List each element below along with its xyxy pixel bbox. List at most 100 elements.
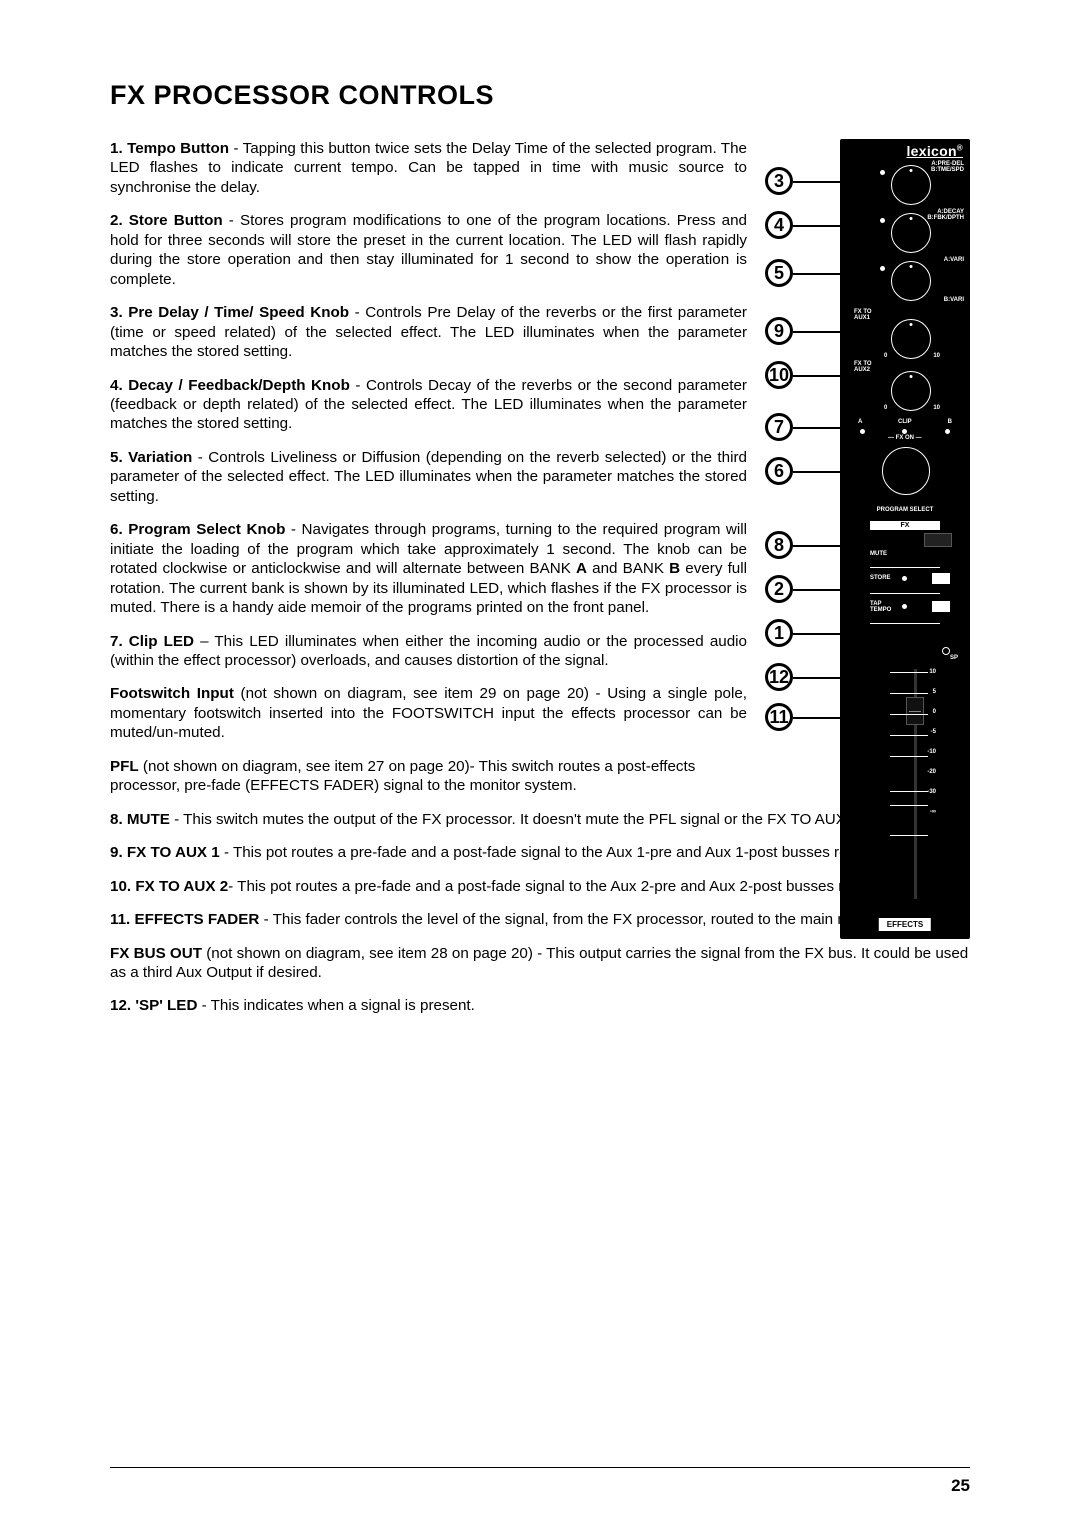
leader-9 — [793, 331, 851, 333]
knob-aux1 — [888, 319, 933, 359]
leader-2 — [793, 589, 851, 591]
led-1 — [880, 170, 885, 175]
body-9: (not shown on diagram, see item 27 on pa… — [110, 758, 695, 794]
body-14: (not shown on diagram, see item 28 on pa… — [110, 945, 968, 981]
led-b — [945, 429, 950, 434]
callout-2: 2 — [765, 575, 793, 603]
label-a: A — [858, 419, 862, 425]
tap-led — [902, 604, 907, 609]
sl — [890, 672, 928, 673]
lead-5: 5. Variation — [110, 449, 192, 466]
led-3 — [880, 266, 885, 271]
callout-7: 7 — [765, 413, 793, 441]
lead-12: 10. FX TO AUX 2 — [110, 878, 228, 895]
lead-1: 1. Tempo Button — [110, 140, 229, 157]
knob-icon — [882, 447, 930, 495]
para-1: 1. Tempo Button - Tapping this button tw… — [110, 139, 747, 197]
knob-label-3b: B:VARI — [944, 297, 964, 303]
store-led — [902, 576, 907, 581]
callout-10: 10 — [765, 361, 793, 389]
lead-10: 8. MUTE — [110, 811, 170, 828]
knob-variation — [888, 261, 933, 301]
para-4: 4. Decay / Feedback/Depth Knob - Control… — [110, 376, 747, 434]
sp-led — [942, 647, 950, 655]
leader-10 — [793, 375, 847, 377]
leader-11 — [793, 717, 851, 719]
callout-3: 3 — [765, 167, 793, 195]
scale-n5: -5 — [927, 729, 936, 735]
fader-scale: 10 5 0 -5 -10 -20 -30 -∞ — [927, 669, 936, 815]
leader-7 — [793, 427, 851, 429]
store-button — [932, 573, 950, 584]
knob-icon — [891, 165, 931, 205]
lead-9: PFL — [110, 758, 139, 775]
callout-1: 1 — [765, 619, 793, 647]
knob-label-2: A:DECAY B:FBK/DPTH — [927, 209, 964, 221]
lead-3: 3. Pre Delay / Time/ Speed Knob — [110, 304, 349, 321]
label-fxon: — FX ON — — [888, 435, 922, 441]
callout-9: 9 — [765, 317, 793, 345]
lead-14: FX BUS OUT — [110, 945, 202, 962]
text-column: 1. Tempo Button - Tapping this button tw… — [110, 139, 747, 810]
divider-1 — [870, 567, 940, 568]
leader-3 — [793, 181, 851, 183]
scale-0: 0 — [927, 709, 936, 715]
scale-n10: -10 — [927, 749, 936, 755]
body-15: - This indicates when a signal is presen… — [197, 997, 474, 1014]
para-14: FX BUS OUT (not shown on diagram, see it… — [110, 944, 970, 983]
sl — [890, 791, 928, 792]
tap-label: TAP TEMPO — [870, 601, 891, 613]
led-clip — [902, 429, 907, 434]
tap-button — [932, 601, 950, 612]
mute-label: MUTE — [870, 551, 887, 557]
para-9: PFL (not shown on diagram, see item 27 o… — [110, 757, 747, 796]
aux1-10: 10 — [933, 353, 940, 359]
lead-7: 7. Clip LED — [110, 633, 194, 650]
sl — [890, 735, 928, 736]
knob-icon — [891, 261, 931, 301]
divider-2 — [870, 593, 940, 594]
body-12: - This pot routes a pre-fade and a post-… — [228, 878, 921, 895]
knob-predelay — [888, 165, 933, 205]
leader-8 — [793, 545, 851, 547]
aux1-0: 0 — [884, 353, 887, 359]
fader-cap — [906, 697, 924, 725]
callout-6: 6 — [765, 457, 793, 485]
leader-1 — [793, 633, 851, 635]
fx-panel: lexicon® A:PRE-DEL B:TME/SPD A:DECAY B:F… — [840, 139, 970, 939]
callout-8: 8 — [765, 531, 793, 559]
bank-a: A — [576, 560, 587, 577]
sl — [890, 756, 928, 757]
callout-12: 12 — [765, 663, 793, 691]
para-2: 2. Store Button - Stores program modific… — [110, 211, 747, 289]
lead-15: 12. 'SP' LED — [110, 997, 197, 1014]
leader-4 — [793, 225, 851, 227]
sp-label: SP — [950, 655, 958, 661]
aux2-0: 0 — [884, 405, 887, 411]
knob-icon — [891, 319, 931, 359]
knob-aux2 — [888, 371, 933, 411]
body-6b: and BANK — [587, 560, 669, 577]
label-clip: CLIP — [898, 419, 912, 425]
body-7: – This LED illuminates when either the i… — [110, 633, 747, 669]
scale-inf: -∞ — [927, 809, 936, 815]
body-5: - Controls Liveliness or Diffusion (depe… — [110, 449, 747, 505]
knob-icon — [891, 371, 931, 411]
scale-10: 10 — [927, 669, 936, 675]
leader-5 — [793, 273, 851, 275]
leader-12 — [793, 677, 851, 679]
fx-box: FX — [870, 521, 940, 530]
knob-icon — [891, 213, 931, 253]
para-3: 3. Pre Delay / Time/ Speed Knob - Contro… — [110, 303, 747, 361]
lead-8: Footswitch Input — [110, 685, 234, 702]
knob-label-1: A:PRE-DEL B:TME/SPD — [931, 161, 964, 173]
leader-6 — [793, 471, 851, 473]
para-8: Footswitch Input (not shown on diagram, … — [110, 684, 747, 742]
scale-5: 5 — [927, 689, 936, 695]
callout-4: 4 — [765, 211, 793, 239]
content-wrap: 1. Tempo Button - Tapping this button tw… — [110, 139, 970, 810]
callout-11: 11 — [765, 703, 793, 731]
para-7: 7. Clip LED – This LED illuminates when … — [110, 632, 747, 671]
lead-11: 9. FX TO AUX 1 — [110, 844, 220, 861]
effects-label: EFFECTS — [879, 918, 931, 931]
